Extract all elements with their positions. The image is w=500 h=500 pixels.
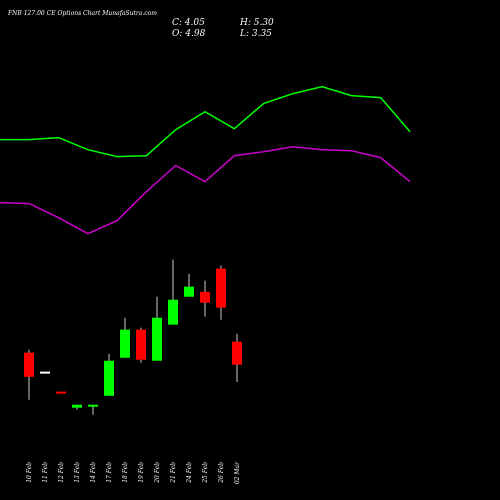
x-tick-label: 02 Mar — [234, 461, 241, 484]
candle-body — [184, 286, 194, 297]
x-tick-label: 26 Feb — [218, 462, 225, 484]
indicator-line — [0, 146, 411, 235]
candle-body — [104, 360, 114, 396]
candle-body — [40, 371, 50, 374]
chart-title: FNB 127.00 CE Options Chart MunafaSutra.… — [7, 10, 157, 17]
x-tick-label: 25 Feb — [202, 462, 209, 484]
stat-open: O: 4.98 — [172, 29, 206, 39]
x-tick-label: 17 Feb — [106, 462, 113, 483]
x-tick-label: 21 Feb — [170, 462, 177, 484]
candle-body — [216, 268, 226, 308]
candle-body — [152, 317, 162, 361]
x-tick-label: 10 Feb — [26, 462, 33, 483]
x-tick-label: 24 Feb — [186, 462, 193, 484]
x-tick-label: 14 Feb — [90, 462, 97, 483]
candle-body — [232, 341, 242, 365]
stat-high: H: 5.30 — [239, 18, 274, 28]
candle-body — [72, 404, 82, 408]
x-tick-label: 20 Feb — [154, 462, 161, 484]
candle-body — [88, 404, 98, 407]
candle-body — [120, 329, 130, 358]
x-tick-label: 13 Feb — [74, 462, 81, 483]
candle-body — [24, 352, 34, 377]
candle-body — [56, 391, 66, 394]
stat-close: C: 4.05 — [172, 18, 205, 28]
candle-body — [200, 291, 210, 303]
x-tick-label: 18 Feb — [122, 462, 129, 483]
stat-low: L: 3.35 — [239, 29, 272, 39]
x-tick-label: 19 Feb — [138, 462, 145, 483]
candle-body — [136, 329, 146, 360]
candle-body — [168, 299, 178, 325]
x-tick-label: 12 Feb — [58, 462, 65, 483]
x-tick-label: 11 Feb — [42, 462, 49, 483]
indicator-line — [0, 85, 411, 158]
